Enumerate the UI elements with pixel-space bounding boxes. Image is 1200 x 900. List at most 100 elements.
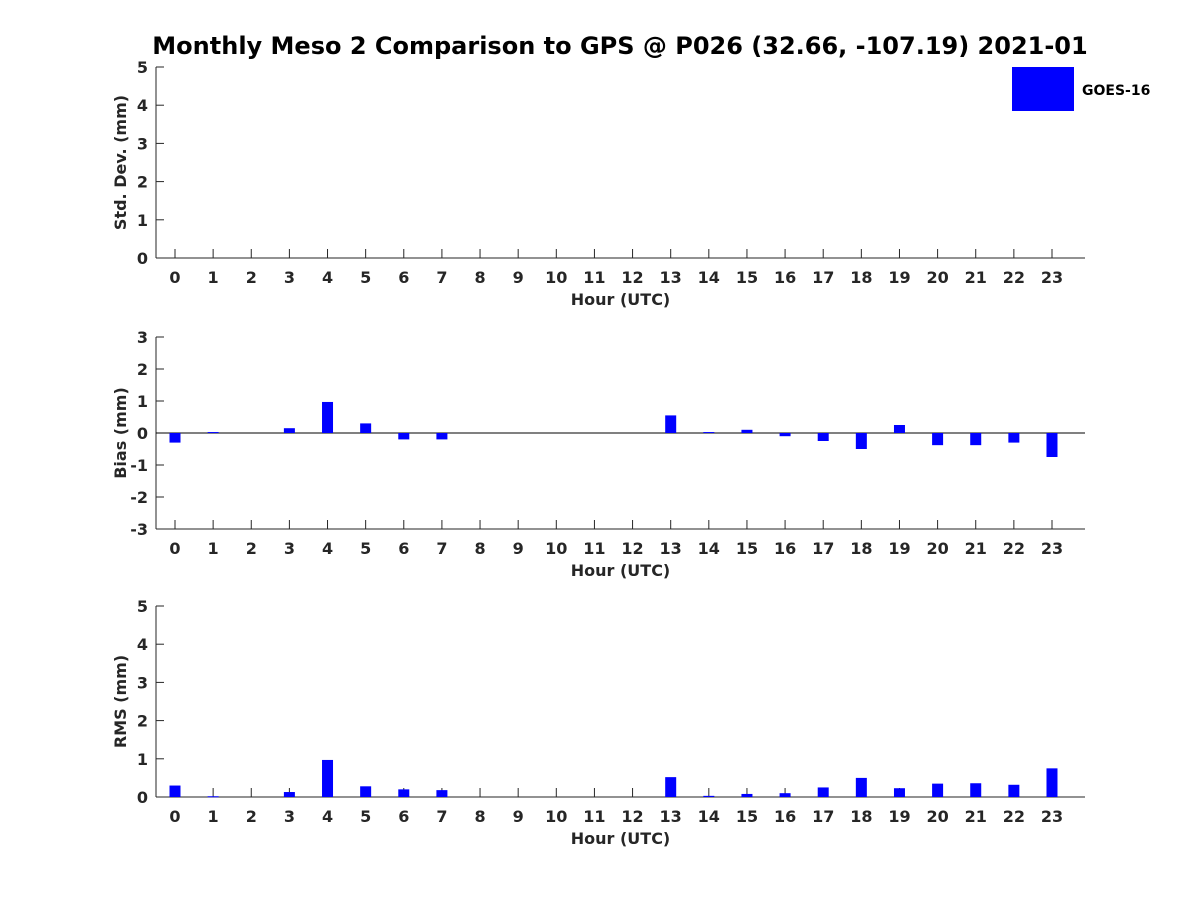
rms-bar-hour-18 <box>855 777 867 797</box>
x-tick-label: 5 <box>360 539 371 558</box>
y-tick-label: 4 <box>137 635 148 654</box>
bias-bar-hour-3 <box>283 428 295 433</box>
x-axis-label: Hour (UTC) <box>571 290 671 309</box>
x-tick-label: 0 <box>169 807 180 826</box>
x-tick-label: 2 <box>246 539 257 558</box>
x-tick-label: 11 <box>583 539 605 558</box>
x-tick-label: 23 <box>1041 807 1063 826</box>
x-tick-label: 19 <box>888 268 910 287</box>
x-tick-label: 14 <box>698 268 720 287</box>
bias-bar-hour-19 <box>893 425 905 433</box>
y-tick-label: -1 <box>130 456 148 475</box>
x-tick-label: 7 <box>436 539 447 558</box>
x-tick-label: 6 <box>398 807 409 826</box>
x-tick-label: 4 <box>322 268 333 287</box>
rms-bar-hour-0 <box>169 785 181 797</box>
x-tick-label: 18 <box>850 807 872 826</box>
y-tick-label: 3 <box>137 134 148 153</box>
x-tick-label: 16 <box>774 539 796 558</box>
x-tick-label: 15 <box>736 539 758 558</box>
x-tick-label: 5 <box>360 807 371 826</box>
x-axis-label: Hour (UTC) <box>571 829 671 848</box>
bias-bar-hour-13 <box>665 415 677 433</box>
legend-swatch <box>1012 67 1074 111</box>
rms-bar-hour-13 <box>665 777 677 797</box>
x-tick-label: 17 <box>812 539 834 558</box>
x-tick-label: 22 <box>1003 539 1025 558</box>
x-tick-label: 18 <box>850 268 872 287</box>
x-tick-label: 2 <box>246 268 257 287</box>
x-axis-label: Hour (UTC) <box>571 561 671 580</box>
bias-bar-hour-4 <box>322 401 334 433</box>
x-tick-label: 7 <box>436 807 447 826</box>
x-tick-label: 15 <box>736 807 758 826</box>
x-tick-label: 22 <box>1003 807 1025 826</box>
x-tick-label: 21 <box>965 807 987 826</box>
x-tick-label: 12 <box>621 807 643 826</box>
x-tick-label: 5 <box>360 268 371 287</box>
x-tick-label: 18 <box>850 539 872 558</box>
x-tick-label: 8 <box>474 539 485 558</box>
bias-bar-hour-18 <box>855 433 867 449</box>
y-tick-label: 1 <box>137 211 148 230</box>
x-tick-label: 3 <box>284 807 295 826</box>
bias-bar-hour-0 <box>169 433 181 443</box>
x-tick-label: 3 <box>284 268 295 287</box>
x-tick-label: 19 <box>888 539 910 558</box>
x-tick-label: 19 <box>888 807 910 826</box>
y-tick-label: 1 <box>137 750 148 769</box>
x-tick-label: 11 <box>583 807 605 826</box>
bias-bar-hour-23 <box>1046 433 1058 457</box>
rms-bar-hour-16 <box>779 793 791 797</box>
x-tick-label: 20 <box>926 807 948 826</box>
y-tick-label: -3 <box>130 520 148 539</box>
x-tick-label: 6 <box>398 539 409 558</box>
x-tick-label: 21 <box>965 268 987 287</box>
rms-bar-hour-20 <box>932 783 944 797</box>
y-axis-label: Bias (mm) <box>111 387 130 479</box>
y-tick-label: 2 <box>137 173 148 192</box>
x-tick-label: 12 <box>621 539 643 558</box>
x-tick-label: 9 <box>513 539 524 558</box>
rms-bar-hour-22 <box>1008 784 1020 797</box>
x-tick-label: 3 <box>284 539 295 558</box>
rms-bar-hour-7 <box>436 790 448 797</box>
rms-bar-hour-5 <box>360 786 372 797</box>
rms-bar-hour-15 <box>741 793 753 797</box>
x-tick-label: 13 <box>660 807 682 826</box>
x-tick-label: 7 <box>436 268 447 287</box>
x-tick-label: 16 <box>774 807 796 826</box>
bias-bar-hour-17 <box>817 433 829 441</box>
y-axis-label: RMS (mm) <box>111 655 130 748</box>
rms-bar-hour-1 <box>207 796 219 798</box>
x-tick-label: 10 <box>545 807 567 826</box>
rms-bar-hour-21 <box>970 783 982 797</box>
x-tick-label: 20 <box>926 539 948 558</box>
x-tick-label: 1 <box>208 807 219 826</box>
x-tick-label: 20 <box>926 268 948 287</box>
bias-bar-hour-14 <box>703 432 715 434</box>
x-tick-label: 17 <box>812 268 834 287</box>
bias-bar-hour-20 <box>932 433 944 446</box>
y-tick-label: 0 <box>137 788 148 807</box>
y-tick-label: 2 <box>137 360 148 379</box>
bias-bar-hour-5 <box>360 423 372 433</box>
x-tick-label: 1 <box>208 268 219 287</box>
rms-bar-hour-17 <box>817 787 829 797</box>
x-tick-label: 16 <box>774 268 796 287</box>
x-tick-label: 14 <box>698 539 720 558</box>
x-tick-label: 9 <box>513 807 524 826</box>
bias-bar-hour-22 <box>1008 433 1020 443</box>
rms-bar-hour-14 <box>703 795 715 797</box>
x-tick-label: 4 <box>322 539 333 558</box>
x-tick-label: 0 <box>169 539 180 558</box>
x-tick-label: 10 <box>545 539 567 558</box>
y-axis-label: Std. Dev. (mm) <box>111 95 130 230</box>
x-tick-label: 12 <box>621 268 643 287</box>
x-tick-label: 8 <box>474 268 485 287</box>
x-tick-label: 9 <box>513 268 524 287</box>
